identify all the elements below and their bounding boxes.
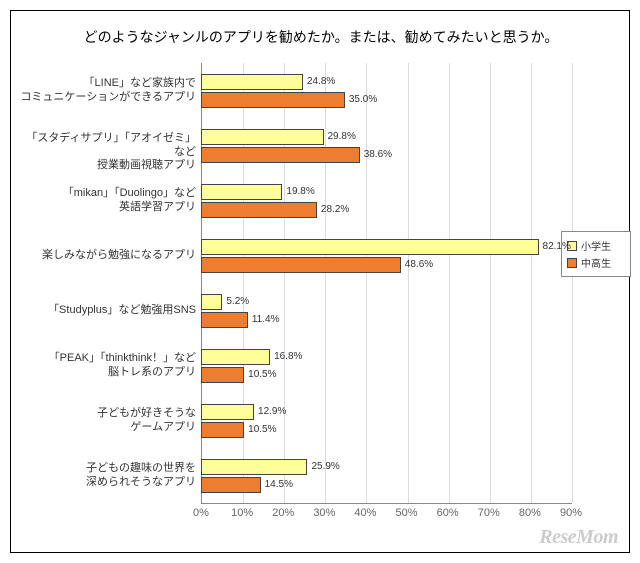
- value-label: 25.9%: [311, 459, 339, 475]
- value-label: 10.5%: [248, 367, 276, 383]
- category-label: 「PEAK」「thinkthink！」など脳トレ系のアプリ: [16, 352, 196, 380]
- gridline: [531, 63, 532, 503]
- category-label: 「スタディサプリ」「アオイゼミ」など授業動画視聴アプリ: [16, 132, 196, 173]
- legend: 小学生 中高生: [561, 231, 631, 277]
- value-label: 14.5%: [265, 477, 293, 493]
- x-tick-label: 30%: [313, 507, 335, 519]
- x-tick-label: 10%: [231, 507, 253, 519]
- x-tick-label: 90%: [560, 507, 582, 519]
- legend-item-0: 小学生: [567, 238, 625, 253]
- bar: [201, 459, 307, 475]
- x-tick-label: 60%: [437, 507, 459, 519]
- bar: [201, 239, 539, 255]
- legend-label-1: 中高生: [581, 255, 611, 270]
- gridline: [366, 63, 367, 503]
- category-label: 「LINE」など家族内でコミュニケーションができるアプリ: [16, 77, 196, 105]
- bar: [201, 422, 244, 438]
- value-label: 19.8%: [286, 184, 314, 200]
- bar: [201, 147, 360, 163]
- x-tick-label: 20%: [272, 507, 294, 519]
- value-label: 35.0%: [349, 92, 377, 108]
- chart-title: どのようなジャンルのアプリを勧めたか。または、勧めてみたいと思うか。: [11, 27, 631, 47]
- bar: [201, 367, 244, 383]
- legend-label-0: 小学生: [581, 238, 611, 253]
- value-label: 28.2%: [321, 202, 349, 218]
- bar: [201, 92, 345, 108]
- value-label: 10.5%: [248, 422, 276, 438]
- x-tick-label: 70%: [478, 507, 500, 519]
- gridline: [449, 63, 450, 503]
- value-label: 24.8%: [307, 74, 335, 90]
- x-tick-label: 80%: [519, 507, 541, 519]
- value-label: 16.8%: [274, 349, 302, 365]
- gridline: [490, 63, 491, 503]
- x-tick-label: 0%: [193, 507, 209, 519]
- legend-item-1: 中高生: [567, 255, 625, 270]
- category-label: 楽しみながら勉強になるアプリ: [16, 249, 196, 263]
- value-label: 38.6%: [364, 147, 392, 163]
- bar: [201, 202, 317, 218]
- value-label: 82.1%: [543, 239, 571, 255]
- bar: [201, 349, 270, 365]
- gridline: [572, 63, 573, 503]
- bar: [201, 74, 303, 90]
- bar: [201, 257, 401, 273]
- value-label: 48.6%: [405, 257, 433, 273]
- x-tick-label: 40%: [354, 507, 376, 519]
- category-label: 子どもが好きそうなゲームアプリ: [16, 407, 196, 435]
- category-label: 「Studyplus」など勉強用SNS: [16, 304, 196, 318]
- bar: [201, 294, 222, 310]
- chart-frame: どのようなジャンルのアプリを勧めたか。または、勧めてみたいと思うか。 小学生 中…: [10, 10, 630, 553]
- bar: [201, 404, 254, 420]
- gridline: [408, 63, 409, 503]
- value-label: 29.8%: [328, 129, 356, 145]
- bar: [201, 129, 324, 145]
- x-tick-label: 50%: [396, 507, 418, 519]
- legend-swatch-1: [567, 258, 577, 268]
- category-label: 「mikan」「Duolingo」など英語学習アプリ: [16, 187, 196, 215]
- category-label: 子どもの趣味の世界を深められそうなアプリ: [16, 462, 196, 490]
- bar: [201, 477, 261, 493]
- value-label: 5.2%: [226, 294, 249, 310]
- value-label: 12.9%: [258, 404, 286, 420]
- bar: [201, 312, 248, 328]
- watermark: ReseMom: [539, 526, 618, 549]
- bar: [201, 184, 282, 200]
- value-label: 11.4%: [252, 312, 280, 328]
- gridline: [325, 63, 326, 503]
